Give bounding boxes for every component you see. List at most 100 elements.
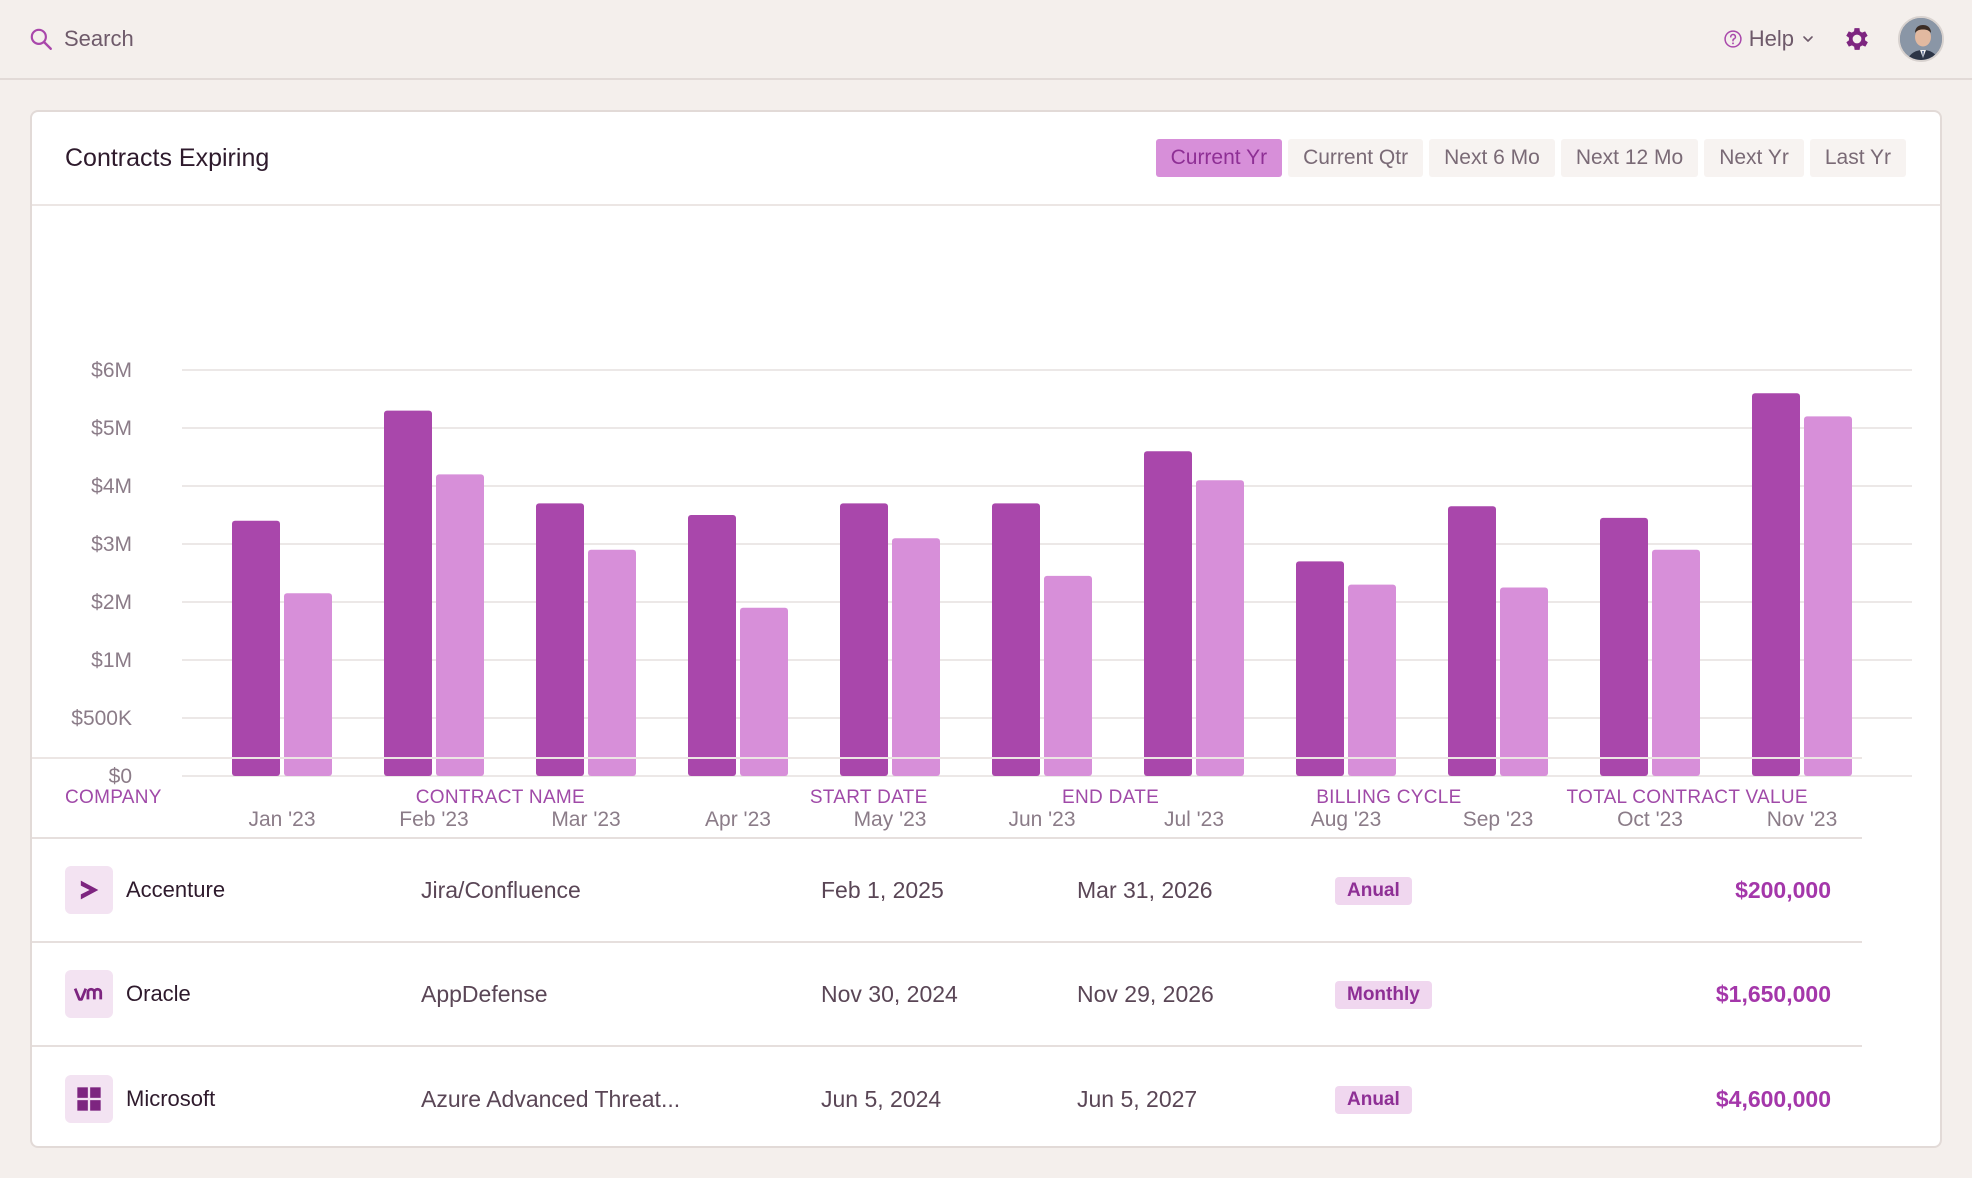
company-cell: Oracle [65, 970, 421, 1018]
filter-last-yr[interactable]: Last Yr [1809, 139, 1906, 177]
billing-badge: Monthly [1335, 981, 1432, 1009]
bar-series-1-9 [1600, 517, 1648, 776]
search-icon [30, 28, 52, 50]
avatar[interactable] [1898, 16, 1944, 62]
x-tick-label: Sep '23 [1463, 808, 1534, 831]
bar-series-2-0 [284, 593, 332, 776]
filter-current-qtr[interactable]: Current Qtr [1288, 139, 1424, 177]
contract-name: Azure Advanced Threat... [421, 1085, 681, 1112]
contract-name: AppDefense [421, 980, 548, 1007]
help-label: Help [1748, 26, 1794, 51]
x-tick-label: Jan '23 [248, 808, 315, 831]
billing-cell: Anual [1335, 875, 1589, 905]
y-tick-label: $3M [91, 533, 132, 556]
top-right-actions: Help [1723, 16, 1944, 62]
top-bar: Help [0, 0, 1972, 80]
contract-value: $200,000 [1735, 876, 1831, 903]
x-tick-label: Oct '23 [1617, 808, 1683, 831]
col-total-contract-value[interactable]: TOTAL CONTRACT VALUE [1566, 787, 1808, 808]
avatar-image [1900, 18, 1942, 60]
x-tick-label: Apr '23 [705, 808, 771, 831]
x-tick-label: May '23 [854, 808, 927, 831]
x-tick-label: Jul '23 [1164, 808, 1224, 831]
start-date: Feb 1, 2025 [821, 876, 944, 903]
windows-icon [65, 1075, 113, 1123]
end-date: Jun 5, 2027 [1077, 1085, 1198, 1112]
y-tick-label: $500K [71, 707, 132, 730]
help-menu[interactable]: Help [1723, 26, 1816, 52]
bar-chart: $0 $500K $1M $2M $3M $4M $5M $6M Jan '23 Feb '23 M… [32, 208, 1940, 864]
bar-series-2-8 [1500, 587, 1548, 776]
bar-series-1-7 [1296, 561, 1344, 776]
company-cell: Microsoft [65, 1075, 421, 1123]
bar-series-2-1 [436, 474, 484, 776]
start-date: Nov 30, 2024 [821, 980, 958, 1007]
x-tick-label: Jun '23 [1008, 808, 1075, 831]
bar-series-1-4 [840, 503, 888, 776]
filter-next-6-mo[interactable]: Next 6 Mo [1429, 139, 1555, 177]
y-tick-label: $5M [91, 417, 132, 440]
col-billing-cycle[interactable]: BILLING CYCLE [1316, 787, 1462, 808]
bar-series-1-6 [1144, 451, 1192, 776]
table-row[interactable]: Oracle AppDefense Nov 30, 2024 Nov 29, 2… [32, 943, 1862, 1047]
search-box[interactable] [28, 26, 364, 52]
bar-chart-svg: $0 $500K $1M $2M $3M $4M $5M $6M Jan '23 Feb '23 M… [71, 359, 1912, 831]
y-tick-label: $4M [91, 475, 132, 498]
filter-current-yr[interactable]: Current Yr [1155, 139, 1283, 177]
bar-series-1-1 [384, 410, 432, 776]
bar-series-2-6 [1196, 480, 1244, 776]
bar-series-2-7 [1348, 584, 1396, 776]
billing-cell: Monthly [1335, 979, 1589, 1009]
contract-value: $4,600,000 [1715, 1085, 1831, 1112]
vm-icon [65, 970, 113, 1018]
col-end-date[interactable]: END DATE [1062, 787, 1160, 808]
contracts-expiring-card: Contracts Expiring Current Yr Current Qt… [30, 110, 1942, 1148]
bar-series-2-3 [740, 607, 788, 776]
company-cell: Accenture [65, 866, 421, 914]
end-date: Nov 29, 2026 [1077, 980, 1214, 1007]
search-input[interactable] [64, 26, 364, 52]
billing-badge: Anual [1335, 1086, 1412, 1114]
bar-series-1-2 [536, 503, 584, 776]
bar-series-1-8 [1448, 506, 1496, 776]
y-tick-label: $0 [109, 765, 132, 788]
y-tick-label: $2M [91, 591, 132, 614]
contracts-table: COMPANY CONTRACT NAME START DATE END DAT… [32, 757, 1862, 1146]
x-tick-label: Feb '23 [399, 808, 468, 831]
col-company[interactable]: COMPANY [65, 787, 162, 808]
contract-name: Jira/Confluence [421, 876, 581, 903]
card-header: Contracts Expiring Current Yr Current Qt… [32, 112, 1940, 206]
bar-series-2-10 [1804, 416, 1852, 776]
bar-series-1-5 [992, 503, 1040, 776]
table-row[interactable]: Accenture Jira/Confluence Feb 1, 2025 Ma… [32, 839, 1862, 943]
period-filters: Current Yr Current Qtr Next 6 Mo Next 12… [1155, 139, 1906, 177]
table-header: COMPANY CONTRACT NAME START DATE END DAT… [32, 757, 1862, 839]
bar-series-2-4 [892, 538, 940, 776]
help-icon [1724, 30, 1742, 48]
chevron-down-icon [1803, 36, 1813, 42]
accenture-icon [65, 866, 113, 914]
table-row[interactable]: Microsoft Azure Advanced Threat... Jun 5… [32, 1047, 1862, 1146]
bar-series-1-10 [1752, 393, 1800, 776]
bar-series-2-5 [1044, 575, 1092, 776]
bar-series-1-0 [232, 520, 280, 776]
bar-series-1-3 [688, 515, 736, 776]
billing-badge: Anual [1335, 877, 1412, 905]
x-tick-label: Mar '23 [551, 808, 620, 831]
gear-icon[interactable] [1842, 24, 1872, 54]
x-tick-label: Aug '23 [1311, 808, 1382, 831]
filter-next-12-mo[interactable]: Next 12 Mo [1560, 139, 1699, 177]
col-start-date[interactable]: START DATE [809, 787, 928, 808]
bar-series-2-2 [588, 549, 636, 776]
company-name: Oracle [126, 981, 191, 1006]
col-contract-name[interactable]: CONTRACT NAME [415, 787, 586, 808]
company-name: Accenture [126, 877, 226, 902]
bar-series-2-9 [1652, 549, 1700, 776]
y-tick-label: $6M [91, 359, 132, 382]
contract-value: $1,650,000 [1715, 980, 1831, 1007]
billing-cell: Anual [1335, 1084, 1589, 1114]
filter-next-yr[interactable]: Next Yr [1704, 139, 1804, 177]
start-date: Jun 5, 2024 [821, 1085, 942, 1112]
x-tick-label: Nov '23 [1767, 808, 1838, 831]
company-name: Microsoft [126, 1086, 216, 1111]
